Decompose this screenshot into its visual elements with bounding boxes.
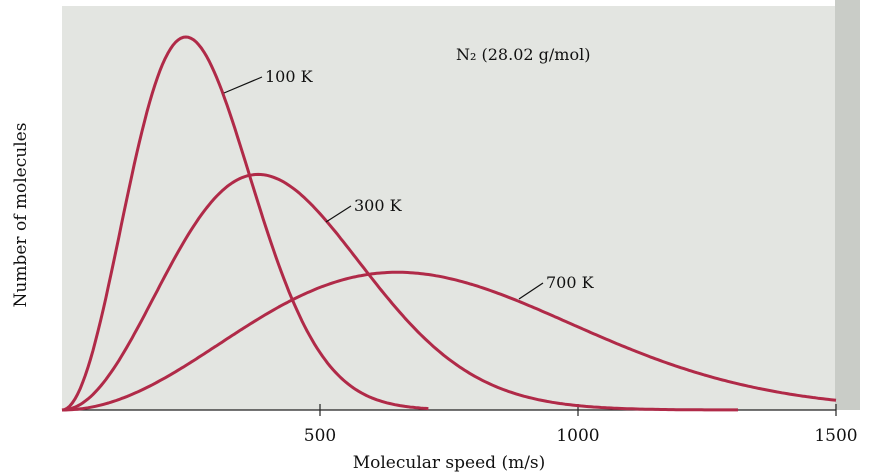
curve-700k bbox=[62, 270, 837, 412]
curve-100k bbox=[61, 35, 429, 412]
leader-line-100k bbox=[223, 76, 263, 94]
curve-label-300k: 300 K bbox=[354, 196, 403, 215]
x-tick-label-1000: 1000 bbox=[556, 426, 599, 446]
curve-label-100k: 100 K bbox=[265, 67, 314, 86]
curve-labels-group: 100 K 300 K 700 K bbox=[223, 67, 595, 300]
plot-panel bbox=[62, 6, 835, 410]
plot-panel-side bbox=[835, 0, 860, 410]
x-tick-label-500: 500 bbox=[304, 426, 336, 446]
molecule-annotation: N₂ (28.02 g/mol) bbox=[456, 45, 590, 64]
leader-line-300k bbox=[325, 205, 352, 223]
curve-300k bbox=[61, 172, 738, 412]
curves-group bbox=[61, 35, 837, 412]
y-axis-label: Number of molecules bbox=[11, 123, 31, 308]
x-tick-label-1500: 1500 bbox=[814, 426, 857, 446]
leader-line-700k bbox=[518, 282, 544, 300]
curve-label-700k: 700 K bbox=[546, 273, 595, 292]
x-axis-label: Molecular speed (m/s) bbox=[353, 453, 546, 473]
